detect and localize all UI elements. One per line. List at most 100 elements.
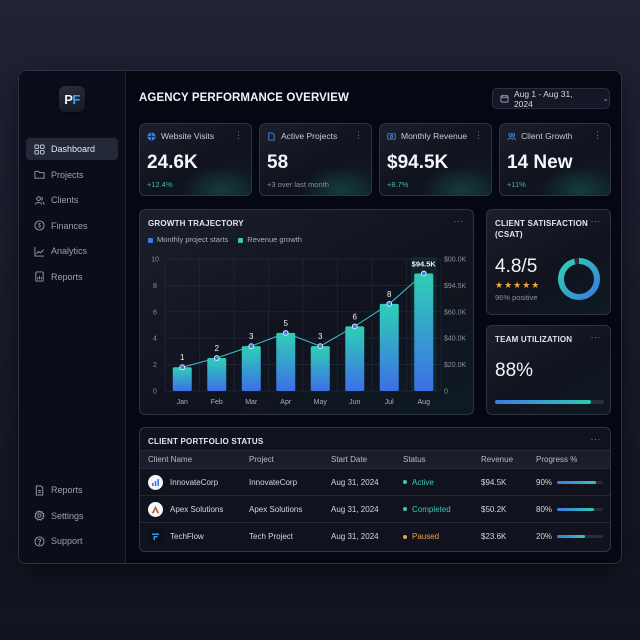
more-options-icon[interactable]: ⋮ [354, 130, 363, 140]
more-options-icon[interactable]: ··· [453, 216, 464, 226]
kpi-value: 14 New [507, 152, 573, 173]
sidebar-item-settings[interactable]: Settings [26, 505, 118, 527]
svg-text:0: 0 [153, 389, 157, 396]
svg-text:$94.5K: $94.5K [444, 283, 467, 290]
date-range-picker[interactable]: Aug 1 - Aug 31, 2024 ⌄ [492, 88, 610, 109]
revenue: $23.6K [473, 522, 528, 550]
status-label: Active [412, 477, 434, 487]
kpi-label: Monthly Revenue [401, 131, 468, 141]
table-row[interactable]: TechFlow Tech Project Aug 31, 2024 Pause… [140, 522, 610, 550]
svg-text:2: 2 [153, 362, 157, 369]
revenue: $50.2K [473, 495, 528, 523]
svg-text:Jun: Jun [349, 399, 360, 406]
folder-icon [34, 170, 45, 179]
sidebar-item-reports[interactable]: Reports [26, 266, 118, 288]
users-icon [34, 196, 45, 205]
column-header-revenue[interactable]: Revenue [473, 450, 528, 469]
column-header-project[interactable]: Project [241, 450, 323, 469]
gear-icon [34, 510, 45, 521]
kpi-header: Website Visits [147, 131, 214, 141]
column-header-start-date[interactable]: Start Date [323, 450, 395, 469]
legend-label: Monthly project starts [157, 235, 229, 244]
svg-text:3: 3 [249, 332, 254, 341]
svg-text:5: 5 [284, 319, 289, 328]
status-badge: Completed [395, 495, 473, 523]
card-title: TEAM UTILIZATION [495, 335, 573, 344]
more-options-icon[interactable]: ··· [590, 216, 601, 226]
svg-text:$: $ [38, 224, 42, 230]
sidebar-item-label: Dashboard [51, 144, 96, 154]
svg-text:$60.0K: $60.0K [444, 309, 467, 316]
column-header-client[interactable]: Client Name [140, 450, 241, 469]
svg-text:3: 3 [318, 332, 323, 341]
kpi-change: +8.7% [387, 180, 409, 189]
svg-text:May: May [314, 399, 328, 406]
client-portfolio-card: CLIENT PORTFOLIO STATUS ··· Client Name … [139, 427, 611, 552]
sidebar-item-support[interactable]: Support [26, 530, 118, 552]
sidebar-item-projects[interactable]: Projects [26, 164, 118, 186]
kpi-card-active-projects[interactable]: Active Projects ⋮ 58 +3 over last month [259, 123, 372, 196]
card-title-line2: (CSAT) [495, 230, 523, 239]
more-options-icon[interactable]: ··· [590, 332, 601, 342]
client-name[interactable]: Apex Solutions [170, 504, 224, 514]
svg-text:$20.0K: $20.0K [444, 362, 467, 369]
progress-label: 90% [536, 477, 553, 487]
svg-text:1: 1 [180, 353, 185, 362]
legend-item-revenue-growth[interactable]: Revenue growth [238, 235, 302, 244]
client-name[interactable]: InnovateCorp [170, 477, 219, 487]
progress-cell: 20% [536, 532, 610, 541]
file-icon [268, 131, 275, 141]
kpi-label: Website Visits [161, 131, 215, 141]
svg-text:8: 8 [153, 283, 157, 290]
legend-item-project-starts[interactable]: Monthly project starts [148, 235, 228, 244]
column-header-status[interactable]: Status [395, 450, 473, 469]
svg-text:$94.5K: $94.5K [412, 260, 437, 269]
growth-trajectory-card: GROWTH TRAJECTORY ··· Monthly project st… [139, 209, 474, 415]
kpi-label: Client Growth [521, 131, 573, 141]
kpi-header: Client Growth [507, 131, 573, 141]
table-row[interactable]: InnovateCorp InnovateCorp Aug 31, 2024 A… [140, 468, 610, 496]
dollar-circle-icon: $ [34, 220, 45, 231]
kpi-card-website-visits[interactable]: Website Visits ⋮ 24.6K +12.4% [139, 123, 252, 196]
more-options-icon[interactable]: ··· [590, 434, 601, 444]
csat-score: 4.8/5 [495, 256, 538, 277]
sidebar-item-analytics[interactable]: Analytics [26, 240, 118, 262]
kpi-value: $94.5K [387, 152, 449, 173]
progress-cell: 80% [536, 505, 610, 514]
svg-text:Jan: Jan [177, 399, 188, 406]
svg-text:8: 8 [387, 290, 392, 299]
kpi-header: Active Projects [267, 131, 337, 141]
growth-chart[interactable]: 0 0 2 $20.0K 4 $40.0K 6 $60.0K 8 $94.5K 10 $00.0K Ja… [140, 210, 474, 415]
svg-text:Apr: Apr [280, 399, 292, 406]
utilization-progress-fill [495, 400, 591, 404]
kpi-card-monthly-revenue[interactable]: Monthly Revenue ⋮ $94.5K +8.7% [379, 123, 492, 196]
client-name[interactable]: TechFlow [170, 531, 204, 541]
sidebar-item-dashboard[interactable]: Dashboard [26, 138, 118, 160]
table-row[interactable]: Apex Solutions Apex Solutions Aug 31, 20… [140, 495, 610, 523]
more-options-icon[interactable]: ⋮ [593, 130, 602, 140]
legend-swatch [238, 237, 244, 243]
svg-text:Feb: Feb [211, 399, 223, 406]
sidebar-item-clients[interactable]: Clients [26, 189, 118, 211]
sidebar-item-label: Projects [51, 169, 84, 180]
legend-swatch [148, 237, 153, 243]
status-dot-icon [403, 507, 407, 512]
sidebar-item-label: Reports [51, 271, 83, 282]
calendar-icon [500, 94, 509, 103]
svg-text:4: 4 [153, 336, 157, 343]
sidebar-item-finances[interactable]: $ Finances [26, 215, 118, 237]
sidebar-item-reports-bottom[interactable]: Reports [26, 479, 118, 501]
status-label: Paused [412, 531, 440, 541]
column-header-progress[interactable]: Progress % [528, 450, 610, 469]
sidebar-bottom-nav: Reports Settings Support [26, 479, 118, 556]
more-options-icon[interactable]: ⋮ [474, 130, 483, 140]
kpi-card-client-growth[interactable]: Client Growth ⋮ 14 New +11% [499, 123, 611, 196]
kpi-change: +12.4% [147, 180, 173, 189]
sidebar-nav: Dashboard Projects Clients $ Finances An… [26, 138, 118, 292]
more-options-icon[interactable]: ⋮ [234, 130, 243, 140]
progress-bar [557, 507, 604, 511]
sidebar-item-label: Support [51, 536, 83, 547]
kpi-change: +3 over last month [267, 180, 329, 189]
